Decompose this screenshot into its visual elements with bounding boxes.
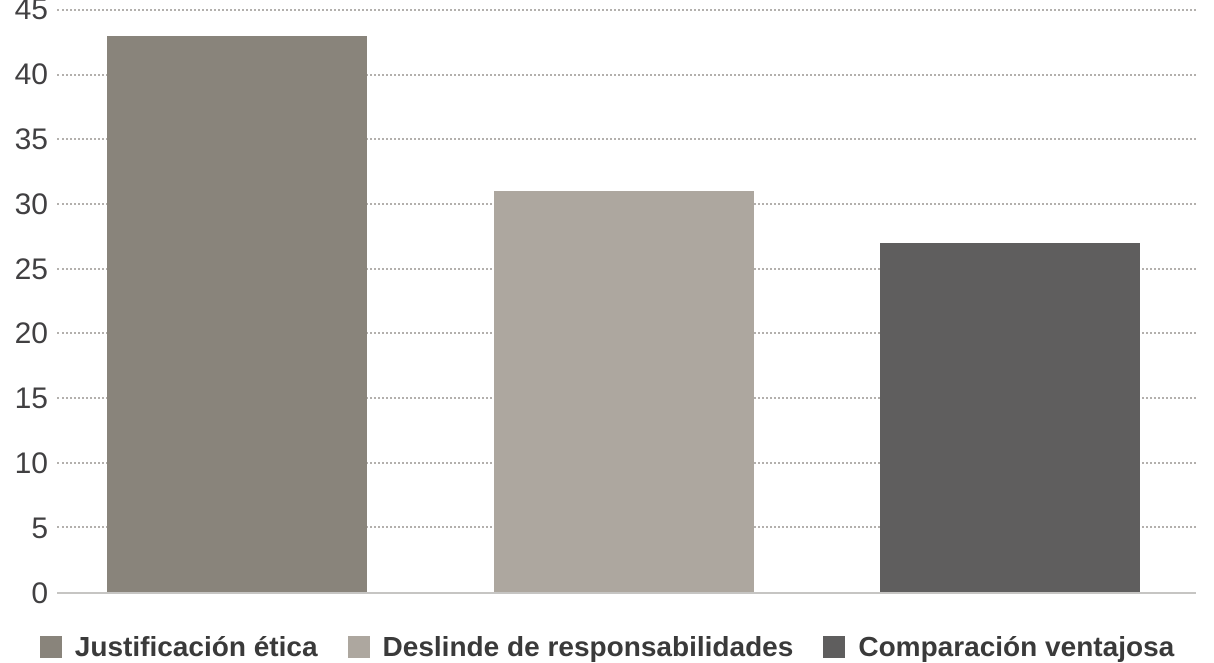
y-tick-label-25: 25 — [14, 252, 48, 286]
y-tick-label-15: 15 — [14, 382, 48, 416]
y-tick-label-20: 20 — [14, 317, 48, 351]
legend-label-2: Deslinde de responsabilidades — [382, 631, 794, 662]
legend: Justificación ética Deslinde de responsab… — [0, 633, 1214, 661]
y-tick-label-5: 5 — [31, 512, 48, 546]
plot-area — [57, 9, 1196, 594]
bar-2 — [494, 191, 754, 592]
y-tick-label-35: 35 — [14, 122, 48, 156]
bar-3 — [880, 242, 1140, 592]
gridline-45 — [57, 9, 1196, 11]
legend-label-3: Comparación ventajosa — [858, 631, 1175, 662]
legend-swatch-2 — [347, 636, 370, 658]
legend-swatch-3 — [823, 636, 846, 658]
y-tick-label-0: 0 — [31, 577, 48, 610]
legend-swatch-1 — [39, 636, 62, 658]
legend-label-1: Justificación ética — [74, 631, 318, 662]
bar-1 — [107, 35, 367, 592]
gridline-40 — [57, 73, 1196, 76]
y-tick-label-10: 10 — [14, 447, 48, 481]
bars — [57, 10, 1196, 592]
y-tick-label-30: 30 — [14, 187, 48, 221]
gridline-35 — [57, 138, 1196, 141]
legend-item-2: Deslinde de responsabilidades — [347, 631, 794, 662]
legend-item-1: Justificación ética — [39, 631, 318, 662]
y-tick-label-45: 45 — [14, 0, 48, 26]
y-axis: 0 5 10 15 20 25 30 35 40 45 — [0, 0, 48, 609]
y-tick-label-40: 40 — [14, 57, 48, 91]
legend-item-3: Comparación ventajosa — [823, 633, 1174, 661]
